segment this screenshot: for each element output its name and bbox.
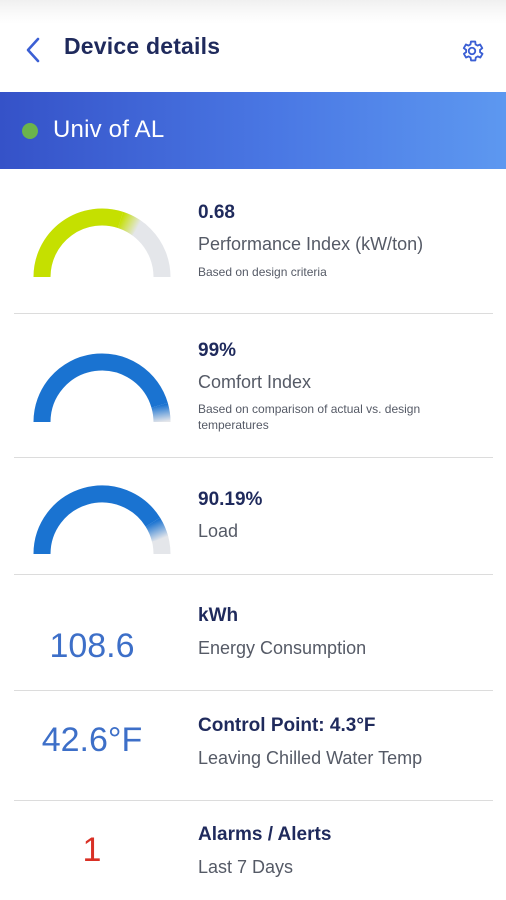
device-banner — [0, 92, 506, 169]
alarms-title: Alarms / Alerts — [198, 824, 332, 845]
load-card[interactable]: 90.19% Load — [0, 458, 506, 574]
control-point-title: Control Point: 4.3°F — [198, 715, 376, 736]
performance-index-note: Based on design criteria — [198, 265, 327, 279]
divider — [14, 690, 493, 691]
divider — [14, 313, 493, 314]
performance-index-gauge — [33, 208, 171, 278]
alarms-period-label: Last 7 Days — [198, 857, 294, 877]
alarms-count: 1 — [82, 831, 102, 869]
gauge-fill — [33, 208, 124, 278]
gauge-fill-fade — [151, 402, 171, 423]
chilled-water-label: Leaving Chilled Water Temp — [198, 748, 423, 768]
performance-index-value: 0.68 — [198, 202, 235, 223]
energy-consumption-value: 108.6 — [49, 627, 135, 665]
load-value: 90.19% — [198, 489, 263, 510]
divider — [14, 800, 493, 801]
back-button[interactable] — [18, 34, 48, 66]
gauge-fill-fade — [145, 517, 169, 542]
comfort-index-card[interactable]: 99% Comfort Index Based on comparison of… — [0, 314, 506, 457]
gear-icon — [462, 40, 484, 62]
gauge-fill — [33, 485, 161, 555]
app-header — [0, 0, 506, 92]
comfort-index-gauge — [33, 353, 171, 423]
divider — [14, 574, 493, 575]
energy-consumption-title: kWh — [198, 605, 239, 626]
performance-index-label: Performance Index (kW/ton) — [198, 234, 424, 254]
chevron-left-icon — [26, 37, 40, 63]
chilled-water-temp-value: 42.6°F — [41, 721, 143, 759]
gauge-fill-fade — [117, 211, 143, 236]
status-indicator — [22, 123, 38, 139]
divider — [14, 457, 493, 458]
load-gauge — [33, 485, 171, 555]
chilled-water-card[interactable]: 42.6°F Control Point: 4.3°F Leaving Chil… — [0, 691, 506, 800]
device-name: Univ of AL — [53, 116, 165, 143]
page-title: Device details — [64, 33, 221, 59]
comfort-index-label: Comfort Index — [198, 372, 312, 392]
load-label: Load — [198, 521, 239, 541]
energy-consumption-label: Energy Consumption — [198, 638, 367, 658]
energy-consumption-card[interactable]: 108.6 kWh Energy Consumption — [0, 575, 506, 690]
comfort-index-value: 99% — [198, 340, 237, 361]
gauge-fill — [33, 353, 168, 423]
comfort-index-note: Based on comparison of actual vs. design… — [198, 402, 421, 432]
alarms-card[interactable]: 1 Alarms / Alerts Last 7 Days — [0, 801, 506, 900]
performance-index-card[interactable]: 0.68 Performance Index (kW/ton) Based on… — [0, 169, 506, 314]
settings-button[interactable] — [457, 36, 487, 66]
